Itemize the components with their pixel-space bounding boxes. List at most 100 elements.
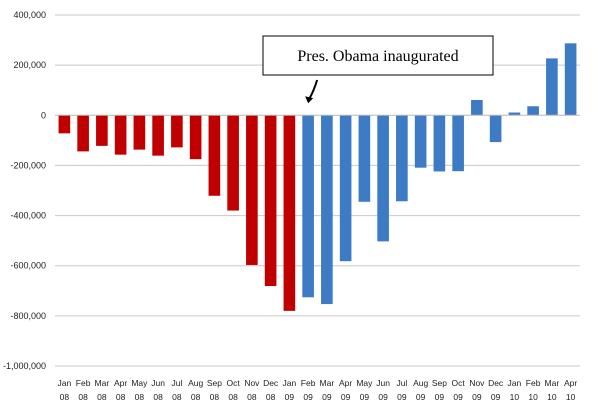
y-tick-label: -200,000 <box>10 160 46 170</box>
annotation-callout: Pres. Obama inaugurated <box>262 35 494 104</box>
bar <box>246 115 258 265</box>
bar <box>546 58 558 116</box>
x-tick-label-year: 10 <box>547 392 557 402</box>
x-tick-label-month: Jun <box>376 378 390 388</box>
y-axis-tick-labels: 400,000 200,000 0 -200,000 -400,000 -600,000 -… <box>3 10 46 371</box>
bar <box>321 115 333 305</box>
bar <box>396 115 408 202</box>
x-tick-label-year: 09 <box>378 392 388 402</box>
x-tick-label-year: 09 <box>491 392 501 402</box>
x-tick-label-year: 08 <box>78 392 88 402</box>
x-tick-label-year: 08 <box>60 392 70 402</box>
bar <box>489 115 502 143</box>
x-tick-label-month: Oct <box>452 378 466 388</box>
x-tick-label-year: 09 <box>322 392 332 402</box>
x-tick-label-year: 09 <box>472 392 482 402</box>
x-axis-tick-labels: Jan 08 Feb 08 Mar 08 Apr 08 May 08 Jun 08 Jul 08 Aug 08… <box>58 378 578 402</box>
x-tick-label-month: Jul <box>171 378 182 388</box>
x-tick-label-year: 08 <box>247 392 257 402</box>
bar <box>377 115 389 242</box>
x-tick-label-year: 08 <box>172 392 182 402</box>
y-tick-label: 200,000 <box>13 60 46 70</box>
x-tick-label-month: May <box>131 378 148 388</box>
x-tick-label-month: Sep <box>207 378 222 388</box>
bar <box>58 115 71 134</box>
x-tick-label-month: Jan <box>508 378 522 388</box>
x-tick-label-month: Sep <box>432 378 447 388</box>
bar <box>96 115 108 146</box>
x-tick-label-year: 08 <box>266 392 276 402</box>
bar <box>433 115 446 172</box>
x-tick-label-year: 09 <box>435 392 445 402</box>
y-tick-label: -1,000,000 <box>3 361 46 371</box>
bars <box>58 43 577 311</box>
x-tick-label-year: 08 <box>191 392 201 402</box>
y-tick-label: -600,000 <box>10 261 46 271</box>
x-tick-label-year: 08 <box>228 392 238 402</box>
bar <box>171 115 183 148</box>
bar <box>283 115 296 311</box>
bar <box>302 115 314 298</box>
x-tick-label-year: 08 <box>210 392 220 402</box>
x-tick-label-year: 08 <box>97 392 107 402</box>
x-tick-label-month: Apr <box>114 378 127 388</box>
bar <box>114 115 127 155</box>
bar <box>227 115 239 211</box>
x-tick-label-month: Oct <box>227 378 241 388</box>
bar <box>77 115 89 152</box>
x-tick-label-year: 09 <box>341 392 351 402</box>
x-tick-label-year: 08 <box>135 392 145 402</box>
bar <box>133 115 146 150</box>
x-tick-label-year: 08 <box>153 392 163 402</box>
bar <box>564 43 577 116</box>
x-tick-label-month: Feb <box>76 378 91 388</box>
annotation-arrow <box>308 79 319 99</box>
x-tick-label-month: Aug <box>188 378 203 388</box>
x-tick-label-month: Apr <box>564 378 577 388</box>
x-tick-label-month: Feb <box>301 378 316 388</box>
x-tick-label-month: Jan <box>58 378 72 388</box>
bar <box>264 115 277 287</box>
x-tick-label-month: Jan <box>283 378 297 388</box>
x-tick-label-year: 09 <box>453 392 463 402</box>
y-tick-label: 400,000 <box>13 10 46 20</box>
x-tick-label-month: Dec <box>263 378 279 388</box>
bar <box>339 115 352 262</box>
x-tick-label-month: Jul <box>396 378 407 388</box>
x-tick-label-month: Dec <box>488 378 504 388</box>
bar <box>208 115 221 196</box>
bar <box>508 112 521 116</box>
x-tick-label-month: May <box>356 378 373 388</box>
x-tick-label-month: Mar <box>95 378 110 388</box>
x-tick-label-month: Nov <box>244 378 260 388</box>
x-tick-label-month: Feb <box>526 378 541 388</box>
annotation-text: Pres. Obama inaugurated <box>297 48 458 65</box>
x-tick-label-month: Jun <box>151 378 165 388</box>
bar <box>471 99 483 116</box>
bar <box>152 115 164 156</box>
bar <box>452 115 464 172</box>
x-tick-label-year: 09 <box>303 392 313 402</box>
annotation-arrowhead <box>305 96 314 104</box>
x-tick-label-year: 10 <box>566 392 576 402</box>
x-tick-label-month: Apr <box>339 378 352 388</box>
x-tick-label-year: 10 <box>510 392 520 402</box>
bar <box>358 115 371 202</box>
annotation-box <box>262 35 494 76</box>
x-tick-label-year: 08 <box>116 392 126 402</box>
x-tick-label-month: Mar <box>545 378 560 388</box>
x-tick-label-month: Nov <box>469 378 485 388</box>
bar <box>189 115 202 160</box>
x-tick-label-year: 09 <box>285 392 295 402</box>
y-tick-label: 0 <box>41 110 46 120</box>
x-tick-label-year: 09 <box>360 392 370 402</box>
x-tick-label-month: Mar <box>320 378 335 388</box>
x-tick-label-year: 09 <box>397 392 407 402</box>
y-tick-label: -400,000 <box>10 211 46 221</box>
bar <box>414 115 427 168</box>
x-tick-label-year: 10 <box>528 392 538 402</box>
gridlines <box>55 14 580 367</box>
bar <box>527 106 539 116</box>
x-tick-label-month: Aug <box>413 378 428 388</box>
